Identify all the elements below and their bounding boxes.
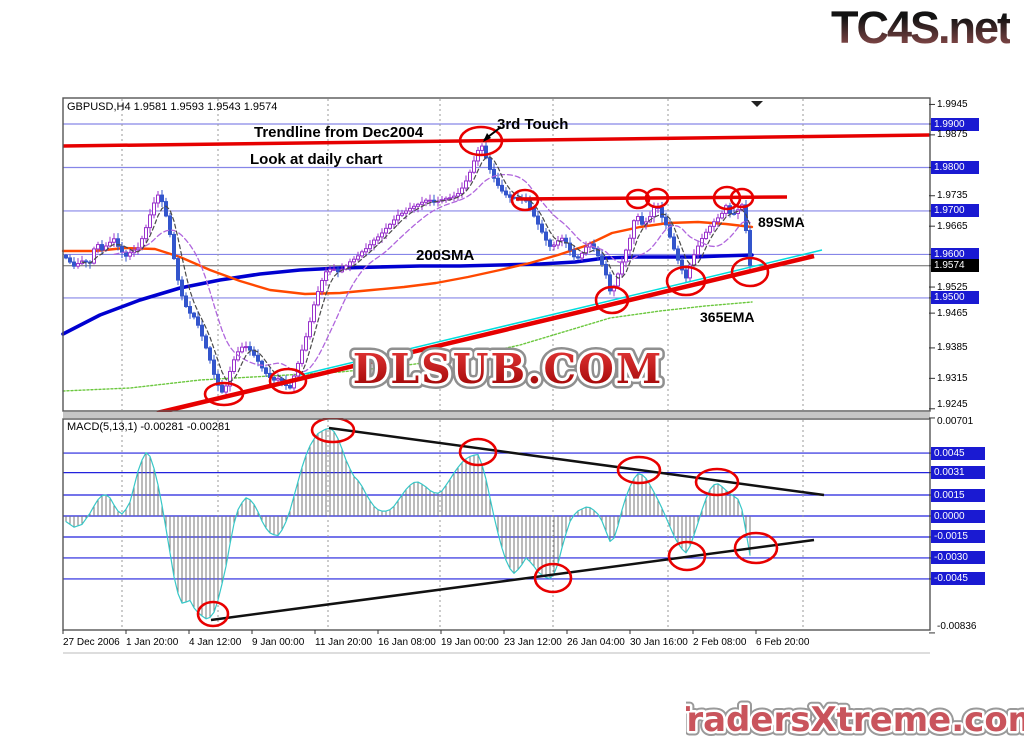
highlight-circle [510, 188, 540, 212]
highlight-circle [665, 265, 707, 297]
macd-upper-trendline[interactable] [328, 426, 825, 497]
highlight-circle [268, 367, 308, 395]
resistance-19735[interactable] [515, 195, 788, 201]
trendline-from-dec2004[interactable] [62, 133, 931, 148]
watermark-dlsub-text: DLSUB.COM [353, 345, 663, 393]
highlight-circle [730, 256, 770, 288]
watermark-dlsub: DLSUB.COM DLSUB.COM [347, 340, 666, 399]
highlight-circle [203, 381, 245, 407]
macd-lower-trendline[interactable] [210, 538, 815, 622]
highlight-circle [533, 562, 573, 594]
highlight-circle [694, 467, 740, 497]
triangle-marker-icon [751, 101, 763, 107]
highlight-circle [196, 600, 230, 628]
highlight-circle [625, 188, 651, 210]
watermark-dlsub-outline: DLSUB.COM [353, 345, 663, 393]
highlight-circle [594, 285, 630, 315]
highlight-circle [733, 531, 779, 565]
highlight-circle [616, 455, 662, 485]
arrowhead-icon [483, 133, 491, 142]
highlight-circle [458, 437, 498, 467]
macd-panel[interactable] [62, 418, 931, 631]
highlight-circle [729, 187, 755, 209]
highlight-circle [712, 185, 742, 211]
chart-layers [61, 97, 935, 654]
highlight-circle [644, 187, 670, 209]
highlight-circle [458, 125, 504, 157]
highlight-circle [667, 540, 707, 572]
